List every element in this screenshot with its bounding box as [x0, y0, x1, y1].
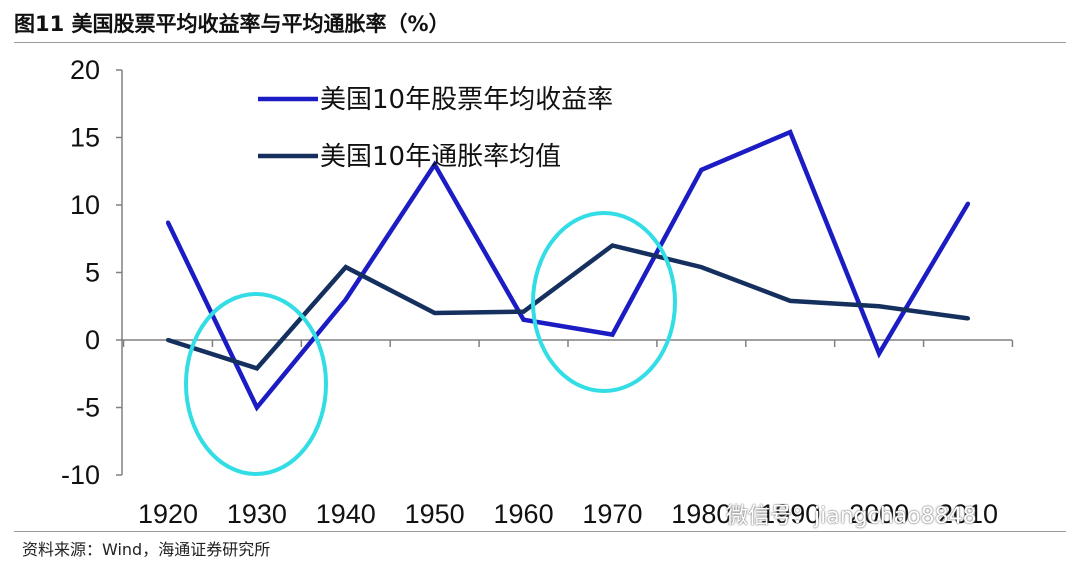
x-tick-label: 1950	[405, 499, 465, 529]
series-2-point	[877, 304, 882, 309]
title-divider	[14, 42, 1066, 43]
y-tick-label: 0	[85, 325, 100, 355]
series-1-point	[877, 351, 882, 356]
series-2-point	[521, 309, 526, 314]
x-tick-label: 1920	[138, 499, 198, 529]
y-tick-label: 20	[70, 55, 100, 85]
legend-label-1: 美国10年股票年均收益率	[320, 85, 613, 115]
series-1-point	[166, 220, 170, 225]
y-tick-label: 5	[85, 258, 100, 288]
y-tick-label: 15	[70, 123, 100, 153]
highlight-circle-1930	[184, 292, 328, 476]
series-1-point	[966, 201, 970, 206]
series-2-point	[343, 265, 348, 270]
series-2-point	[966, 316, 970, 321]
chart-axes: -10 -5 0 5 10 15 20 1920 1930 1940 1950 1960 1970 198…	[61, 55, 1014, 529]
source-note: 资料来源：Wind，海通证券研究所	[22, 540, 271, 559]
x-tick-label: 1970	[582, 499, 642, 529]
footer-divider	[14, 531, 1066, 532]
series-1-point	[610, 332, 615, 337]
series-1-point	[254, 405, 259, 410]
watermark: 微信号：jiangchao8848	[726, 504, 977, 529]
x-tick-label: 1990	[760, 499, 820, 529]
chart-title: 图11 美国股票平均收益率与平均通胀率（%）	[14, 12, 450, 36]
series-2-point	[432, 311, 437, 315]
series-2-point	[254, 366, 259, 371]
series-2-point	[699, 265, 704, 270]
x-tick-label: 2010	[938, 499, 998, 529]
line-chart: -10 -5 0 5 10 15 20 1920 1930 1940 1950 1960 1970 198…	[61, 55, 1014, 529]
series-1-point	[699, 167, 704, 172]
x-tick-label: 1980	[671, 499, 731, 529]
y-tick-label: -5	[76, 393, 100, 423]
chart-highlights	[184, 211, 677, 476]
series-1-point	[343, 297, 348, 302]
x-tick-label: 1930	[227, 499, 287, 529]
series-1-point	[432, 162, 437, 167]
chart-series	[165, 129, 970, 412]
series-line-2	[167, 243, 969, 371]
x-tick-label: 1960	[494, 499, 554, 529]
series-2-point	[788, 298, 793, 303]
series-2-point	[610, 243, 615, 248]
series-1-point	[521, 317, 526, 322]
legend-label-2: 美国10年通胀率均值	[320, 142, 561, 172]
series-line-1	[165, 129, 970, 412]
series-2-point	[166, 338, 170, 342]
x-tick-label: 1940	[316, 499, 376, 529]
series-1-point	[788, 130, 793, 135]
y-tick-label: -10	[61, 460, 100, 490]
y-tick-label: 10	[70, 190, 100, 220]
highlight-circle-1970	[531, 211, 677, 393]
x-tick-label: 2000	[849, 499, 909, 529]
